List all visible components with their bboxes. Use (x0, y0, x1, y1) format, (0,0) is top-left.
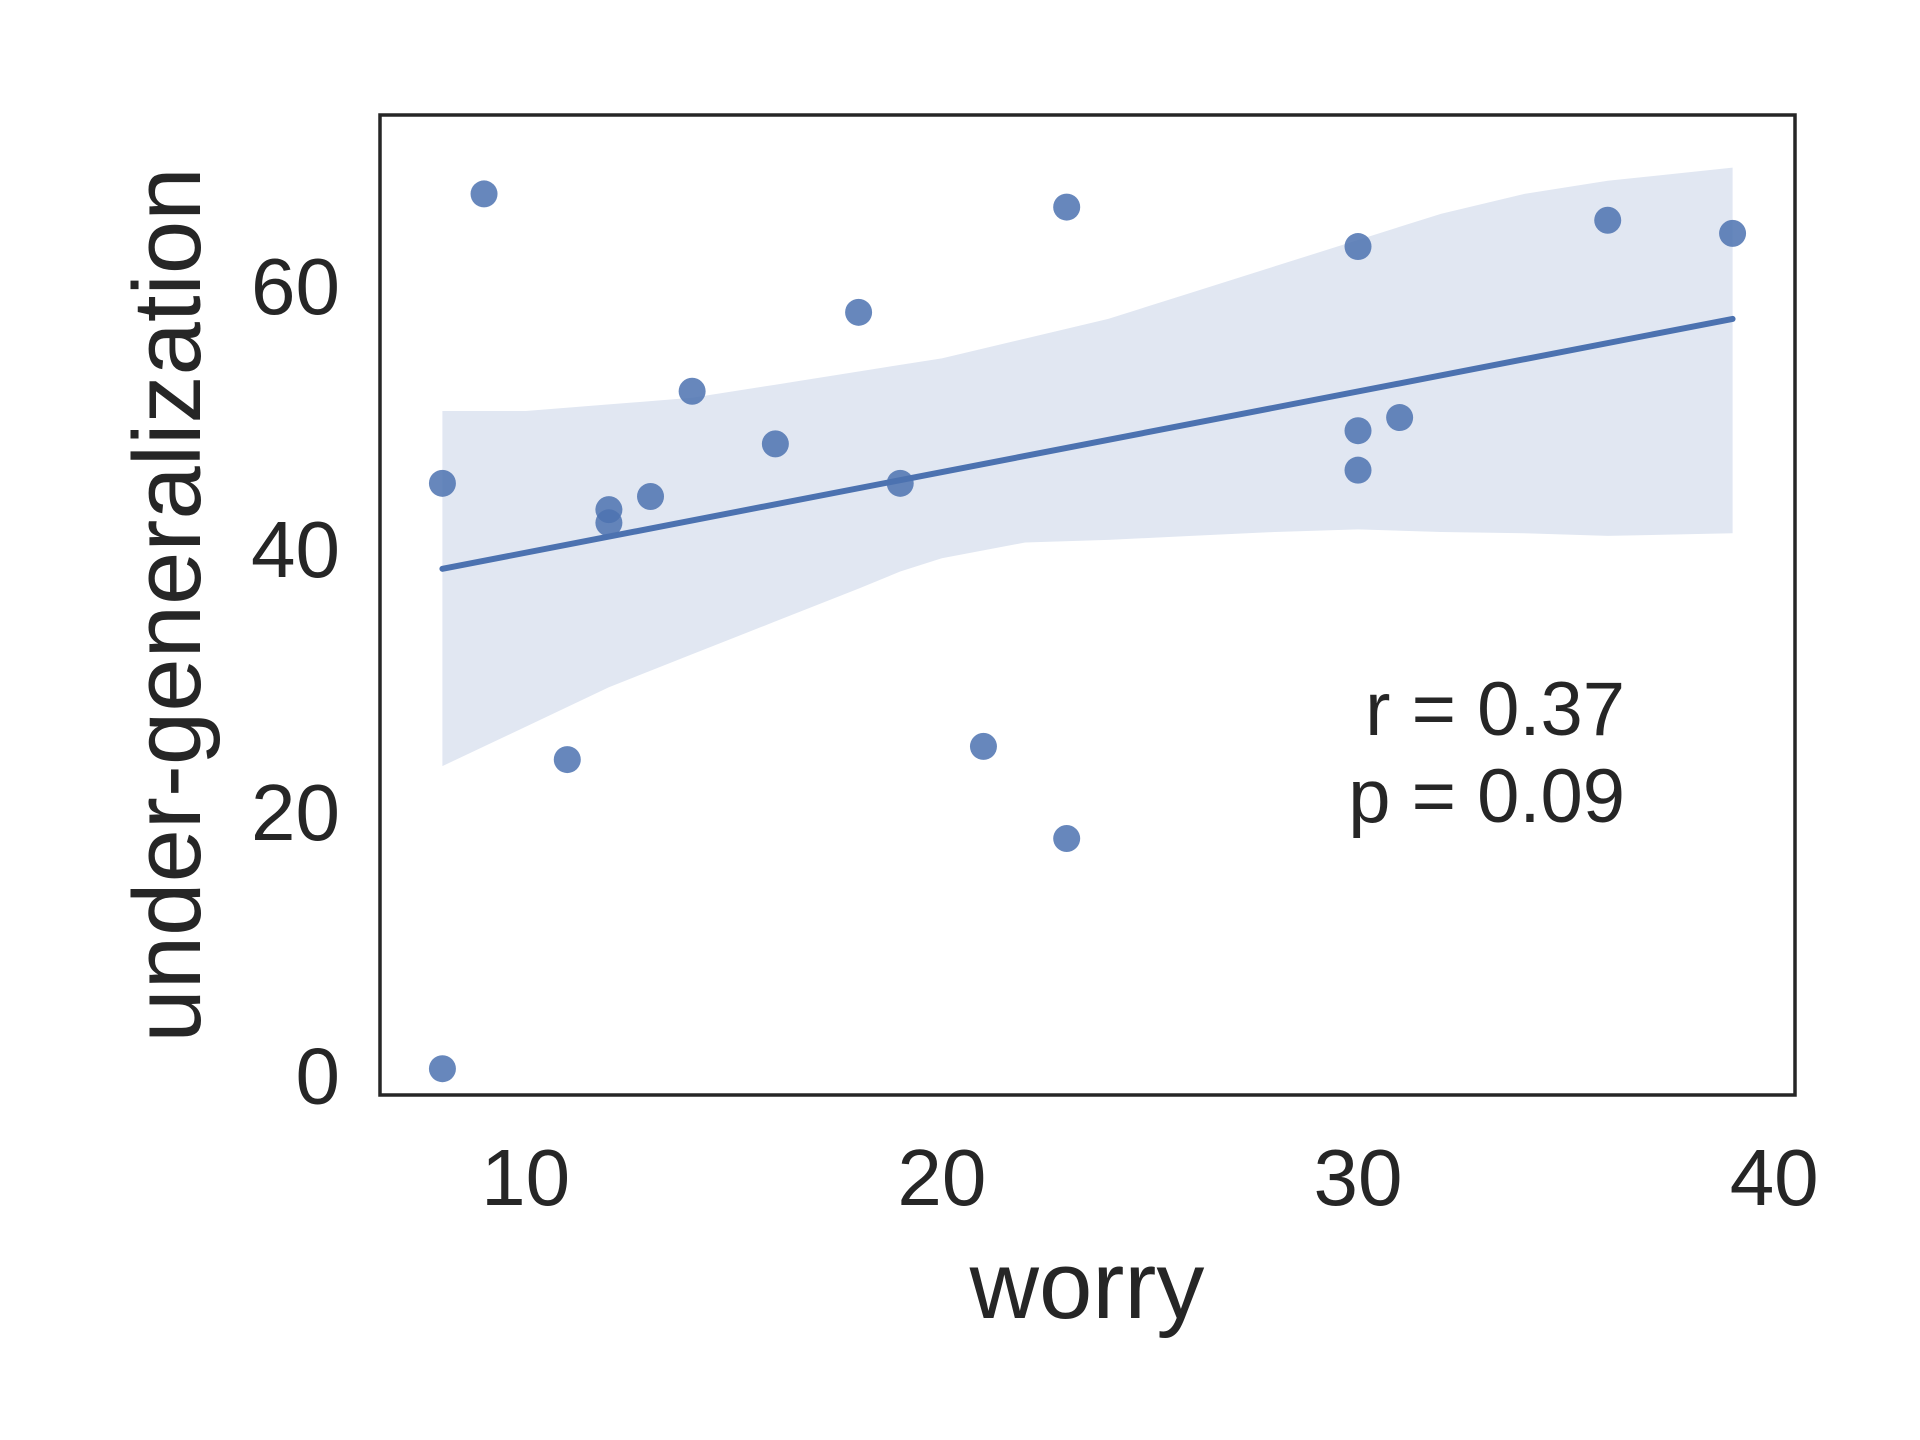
regression-line-layer (439, 315, 1736, 572)
y-axis-label: under-generalization (114, 167, 221, 1042)
x-tick-labels: 10 20 30 40 (481, 1133, 1819, 1222)
regression-line (439, 315, 1736, 572)
confidence-band-layer (442, 167, 1733, 767)
plot-frame (378, 113, 1797, 1097)
data-point (678, 377, 706, 405)
points-layer (428, 180, 1747, 1083)
data-point (428, 469, 456, 497)
data-point (1053, 824, 1081, 852)
y-tick-label: 40 (251, 505, 340, 594)
data-point (553, 746, 581, 774)
x-tick-label: 20 (897, 1133, 986, 1222)
confidence-band (442, 167, 1733, 767)
data-point (1386, 404, 1414, 432)
data-point (1344, 417, 1372, 445)
data-point (761, 430, 789, 458)
data-point (886, 469, 914, 497)
annotation-p: p = 0.09 (1348, 754, 1625, 839)
data-point (1344, 456, 1372, 484)
data-point (637, 482, 665, 510)
data-point (428, 1055, 456, 1083)
data-point (1344, 233, 1372, 261)
annotation-r: r = 0.37 (1365, 667, 1625, 752)
data-point (1594, 206, 1622, 234)
data-point (845, 298, 873, 326)
y-tick-label: 20 (251, 768, 340, 857)
y-tick-label: 60 (251, 242, 340, 331)
data-point (595, 509, 623, 537)
y-tick-label: 0 (296, 1031, 341, 1120)
x-tick-label: 30 (1314, 1133, 1403, 1222)
x-axis-label: worry (969, 1232, 1205, 1339)
data-point (1053, 193, 1081, 221)
data-point (969, 732, 997, 760)
x-tick-label: 10 (481, 1133, 570, 1222)
data-point (470, 180, 498, 208)
x-tick-label: 40 (1730, 1133, 1819, 1222)
y-tick-labels: 0 20 40 60 (251, 242, 340, 1120)
data-point (1719, 219, 1747, 247)
